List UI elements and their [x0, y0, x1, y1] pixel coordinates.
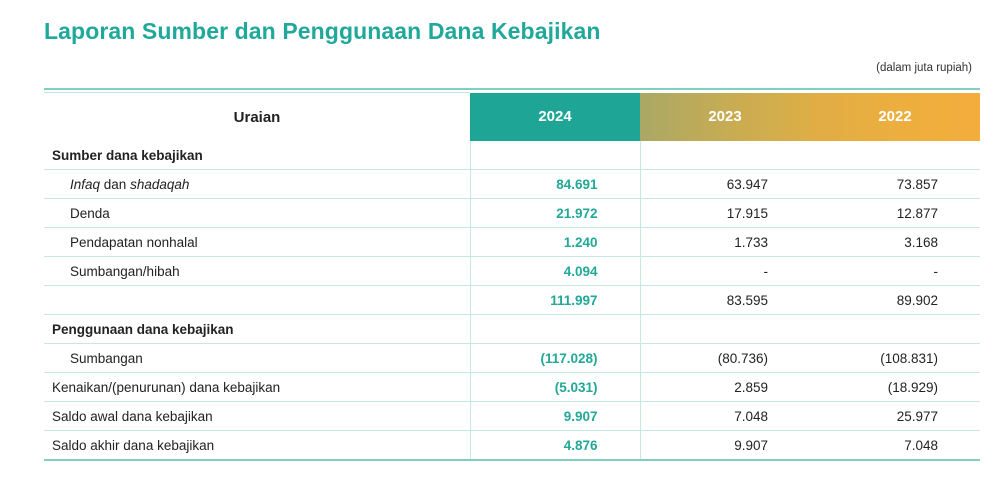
- value-2023: 2.859: [640, 372, 810, 402]
- table-row-sumbangan: Sumbangan (117.028) (80.736) (108.831): [44, 343, 980, 373]
- value-2023: 83.595: [640, 285, 810, 315]
- value-2022: 3.168: [810, 227, 980, 257]
- column-header-uraian: Uraian: [44, 92, 470, 141]
- table-row-pendapatan-nonhalal: Pendapatan nonhalal 1.240 1.733 3.168: [44, 227, 980, 257]
- row-label-connector: dan: [100, 176, 131, 192]
- value-2023: 9.907: [640, 430, 810, 461]
- value-2024: 111.997: [469, 285, 641, 315]
- value-2022: (108.831): [810, 343, 980, 373]
- value-2022: 89.902: [810, 285, 980, 315]
- value-2022: -: [810, 256, 980, 286]
- table-row-saldo-awal: Saldo awal dana kebajikan 9.907 7.048 25…: [44, 401, 980, 431]
- row-label: Saldo akhir dana kebajikan: [44, 430, 470, 461]
- row-label: Denda: [44, 198, 470, 228]
- value-2022: 12.877: [810, 198, 980, 228]
- row-label: Infaq dan shadaqah: [44, 169, 470, 199]
- column-header-2024: 2024: [470, 92, 640, 141]
- row-label: [44, 285, 470, 315]
- fund-report-table: Uraian 2024 2023 2022 Sumber dana kebaji…: [44, 92, 980, 461]
- value-2022: [810, 314, 980, 344]
- table-row-section-sumber: Sumber dana kebajikan: [44, 141, 980, 170]
- row-label-italic-infaq: Infaq: [70, 176, 101, 192]
- value-2023: 17.915: [640, 198, 810, 228]
- table-row-infaq: Infaq dan shadaqah 84.691 63.947 73.857: [44, 169, 980, 199]
- row-label: Kenaikan/(penurunan) dana kebajikan: [44, 372, 470, 402]
- row-label-italic-shadaqah: shadaqah: [130, 176, 190, 192]
- row-label: Sumbangan: [44, 343, 470, 373]
- value-2022: [810, 141, 980, 170]
- value-2024: 4.876: [469, 430, 641, 461]
- value-2022: (18.929): [810, 372, 980, 402]
- row-label: Sumbangan/hibah: [44, 256, 470, 286]
- value-2022: 7.048: [810, 430, 980, 461]
- column-header-2022: 2022: [810, 92, 980, 141]
- value-2023: 63.947: [640, 169, 810, 199]
- value-2023: (80.736): [640, 343, 810, 373]
- value-2023: 7.048: [640, 401, 810, 431]
- row-label: Pendapatan nonhalal: [44, 227, 470, 257]
- row-label: Penggunaan dana kebajikan: [44, 314, 470, 344]
- table-row-subtotal-sumber: 111.997 83.595 89.902: [44, 285, 980, 315]
- value-2022: 25.977: [810, 401, 980, 431]
- value-2024: 84.691: [469, 169, 641, 199]
- column-header-2023: 2023: [640, 92, 810, 141]
- unit-note: (dalam juta rupiah): [876, 62, 972, 74]
- value-2024: 21.972: [469, 198, 641, 228]
- value-2022: 73.857: [810, 169, 980, 199]
- value-2024: [469, 141, 641, 170]
- value-2024: [469, 314, 641, 344]
- value-2024: (5.031): [469, 372, 641, 402]
- row-label: Sumber dana kebajikan: [44, 141, 470, 170]
- value-2023: [640, 314, 810, 344]
- value-2023: [640, 141, 810, 170]
- table-header-row: Uraian 2024 2023 2022: [44, 92, 980, 141]
- value-2024: 4.094: [469, 256, 641, 286]
- table-row-saldo-akhir: Saldo akhir dana kebajikan 4.876 9.907 7…: [44, 430, 980, 461]
- table-row-kenaikan-penurunan: Kenaikan/(penurunan) dana kebajikan (5.0…: [44, 372, 980, 402]
- value-2023: -: [640, 256, 810, 286]
- report-table-container: Uraian 2024 2023 2022 Sumber dana kebaji…: [44, 88, 980, 461]
- table-row-section-penggunaan: Penggunaan dana kebajikan: [44, 314, 980, 344]
- row-label: Saldo awal dana kebajikan: [44, 401, 470, 431]
- table-row-denda: Denda 21.972 17.915 12.877: [44, 198, 980, 228]
- value-2024: 1.240: [469, 227, 641, 257]
- value-2024: (117.028): [469, 343, 641, 373]
- table-top-rule: [44, 88, 980, 90]
- page-title: Laporan Sumber dan Penggunaan Dana Kebaj…: [44, 18, 601, 44]
- table-row-sumbangan-hibah: Sumbangan/hibah 4.094 - -: [44, 256, 980, 286]
- value-2024: 9.907: [469, 401, 641, 431]
- value-2023: 1.733: [640, 227, 810, 257]
